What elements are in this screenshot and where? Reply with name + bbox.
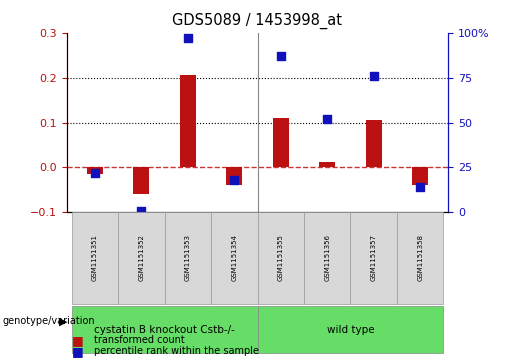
Text: GSM1151352: GSM1151352 xyxy=(139,234,144,281)
Point xyxy=(230,177,238,183)
Text: transformed count: transformed count xyxy=(94,335,184,346)
Text: ■: ■ xyxy=(72,334,84,347)
Bar xyxy=(412,167,428,185)
Point xyxy=(137,208,145,213)
Bar xyxy=(272,118,289,167)
Point xyxy=(416,184,424,190)
Text: GSM1151355: GSM1151355 xyxy=(278,234,284,281)
Bar xyxy=(87,167,103,174)
Text: GDS5089 / 1453998_at: GDS5089 / 1453998_at xyxy=(173,13,342,29)
Bar xyxy=(350,212,397,303)
Bar xyxy=(258,212,304,303)
Text: ■: ■ xyxy=(72,345,84,358)
Point xyxy=(277,53,285,59)
Bar xyxy=(118,212,165,303)
Text: GSM1151353: GSM1151353 xyxy=(185,234,191,281)
Text: GSM1151354: GSM1151354 xyxy=(231,234,237,281)
Text: wild type: wild type xyxy=(327,325,374,335)
Bar xyxy=(133,167,149,195)
Bar xyxy=(258,306,443,354)
Bar xyxy=(72,212,118,303)
Bar xyxy=(72,306,258,354)
Text: genotype/variation: genotype/variation xyxy=(3,316,95,326)
Text: percentile rank within the sample: percentile rank within the sample xyxy=(94,346,259,356)
Point xyxy=(370,73,378,79)
Text: GSM1151358: GSM1151358 xyxy=(417,234,423,281)
Text: ▶: ▶ xyxy=(59,316,68,326)
Bar xyxy=(211,212,258,303)
Text: GSM1151357: GSM1151357 xyxy=(371,234,376,281)
Text: cystatin B knockout Cstb-/-: cystatin B knockout Cstb-/- xyxy=(94,325,235,335)
Bar xyxy=(366,120,382,167)
Bar xyxy=(180,76,196,167)
Point xyxy=(184,35,192,41)
Text: GSM1151356: GSM1151356 xyxy=(324,234,330,281)
Text: GSM1151351: GSM1151351 xyxy=(92,234,98,281)
Bar xyxy=(319,162,335,167)
Bar xyxy=(397,212,443,303)
Bar xyxy=(226,167,243,185)
Point xyxy=(323,116,331,122)
Point xyxy=(91,170,99,176)
Bar xyxy=(165,212,211,303)
Bar xyxy=(304,212,350,303)
